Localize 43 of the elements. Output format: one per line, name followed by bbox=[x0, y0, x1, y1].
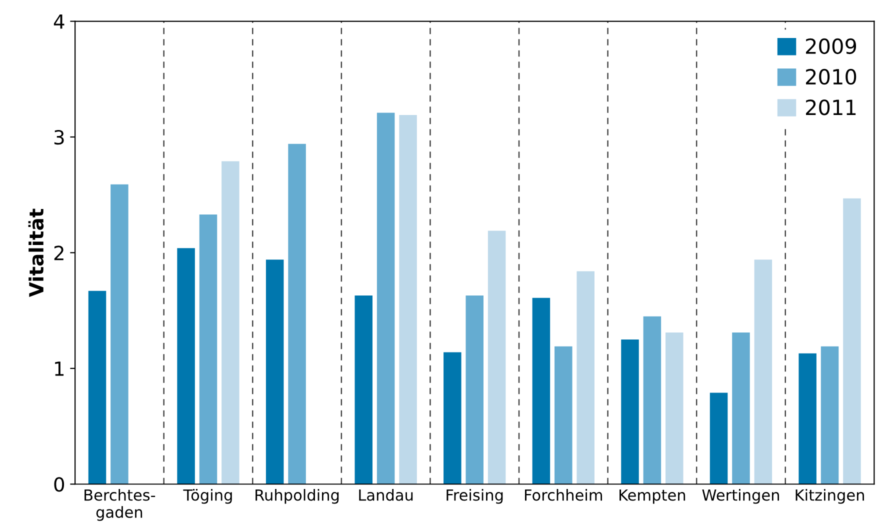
bar bbox=[710, 392, 728, 484]
bar bbox=[754, 260, 772, 484]
x-tick-label: Kempten bbox=[620, 489, 686, 504]
bar bbox=[466, 296, 484, 484]
x-tick-label: Kitzingen bbox=[796, 488, 864, 504]
legend-label: 2011 bbox=[806, 99, 856, 116]
x-tick-label: Ruhpolding bbox=[256, 488, 339, 504]
bar bbox=[177, 248, 195, 484]
bar bbox=[843, 198, 861, 484]
bar bbox=[399, 115, 417, 484]
y-tick-label: 3 bbox=[54, 130, 64, 145]
bar bbox=[199, 214, 218, 484]
x-tick-label: Forchheim bbox=[524, 488, 602, 501]
bar bbox=[266, 260, 284, 484]
y-tick-label: 0 bbox=[54, 477, 64, 492]
y-tick-label: 4 bbox=[54, 14, 64, 29]
bar bbox=[732, 332, 750, 484]
y-tick-label: 1 bbox=[55, 362, 64, 376]
bar bbox=[666, 332, 684, 484]
bar bbox=[820, 346, 839, 484]
x-tick-label: Freising bbox=[446, 488, 503, 504]
y-axis-title: Vitalität bbox=[28, 208, 44, 298]
bar bbox=[532, 298, 550, 484]
bar bbox=[554, 346, 572, 484]
bar bbox=[798, 353, 816, 484]
x-tick-label: Töging bbox=[183, 488, 232, 504]
bar bbox=[288, 144, 306, 484]
legend-label: 2010 bbox=[806, 68, 856, 85]
bar bbox=[110, 184, 128, 484]
bar bbox=[88, 290, 106, 484]
bar bbox=[376, 112, 395, 484]
bar bbox=[643, 316, 662, 484]
bar bbox=[621, 339, 639, 484]
bar bbox=[354, 296, 373, 484]
x-tick-label: Berchtes- gaden bbox=[84, 488, 156, 521]
bar bbox=[444, 352, 462, 484]
bar bbox=[576, 271, 594, 484]
y-tick-label: 2 bbox=[54, 246, 64, 260]
bar bbox=[488, 230, 506, 484]
x-tick-label: Landau bbox=[359, 488, 413, 501]
legend-label: 2009 bbox=[806, 38, 856, 54]
bar bbox=[222, 161, 240, 484]
x-tick-label: Wertingen bbox=[702, 488, 779, 504]
